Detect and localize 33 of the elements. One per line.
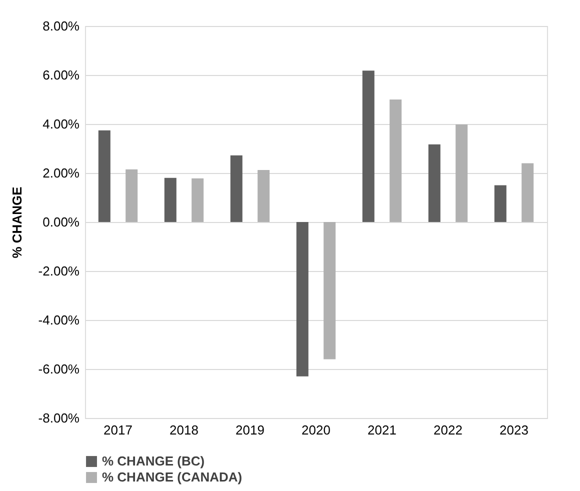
bar: [164, 178, 176, 222]
bar: [98, 130, 110, 222]
y-tick-label: 0.00%: [42, 214, 80, 230]
legend-label: % CHANGE (CANADA): [102, 470, 242, 484]
y-tick-label: 4.00%: [42, 116, 80, 132]
bar: [494, 185, 506, 222]
bar: [522, 163, 534, 222]
x-tick-label: 2023: [500, 422, 528, 438]
x-tick-label: 2022: [434, 422, 462, 438]
y-tick-label: -4.00%: [38, 312, 80, 328]
bar: [296, 222, 308, 376]
x-tick-label: 2018: [170, 422, 198, 438]
y-tick-label: -2.00%: [38, 264, 80, 278]
y-tick-label: 6.00%: [42, 68, 80, 82]
bar: [390, 100, 402, 222]
y-axis-title: % CHANGE: [9, 186, 24, 258]
legend-label: % CHANGE (BC): [102, 454, 205, 468]
bar: [428, 144, 440, 222]
y-tick-label: 2.00%: [42, 166, 80, 180]
x-tick-label: 2020: [302, 422, 330, 438]
bar: [192, 178, 204, 222]
y-tick-label: 8.00%: [42, 18, 80, 34]
bar: [456, 124, 468, 222]
bar: [362, 70, 374, 222]
x-tick-label: 2019: [236, 422, 264, 438]
bar: [258, 170, 270, 222]
y-tick-label: -8.00%: [38, 410, 80, 426]
bar: [230, 155, 242, 222]
x-tick-label: 2017: [104, 422, 132, 438]
bar: [324, 222, 336, 360]
bar: [126, 169, 138, 222]
x-tick-label: 2021: [368, 422, 396, 438]
y-tick-label: -6.00%: [38, 362, 80, 376]
